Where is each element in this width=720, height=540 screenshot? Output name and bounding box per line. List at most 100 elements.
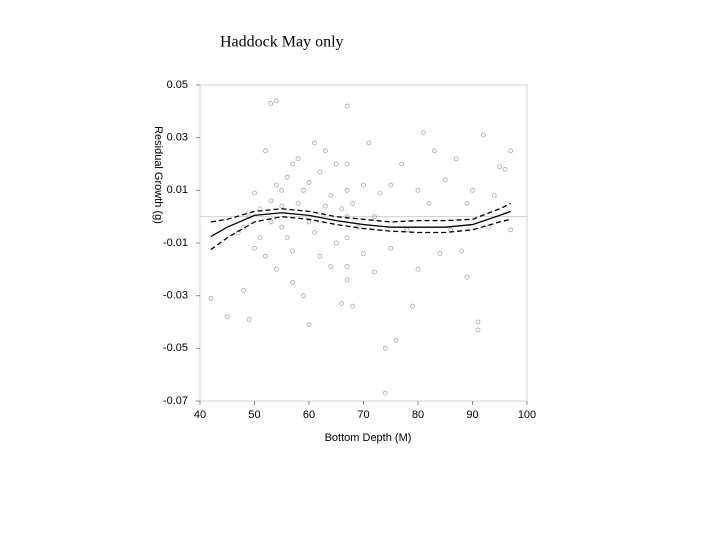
data-point [268, 198, 274, 204]
confidence-band [210, 202, 511, 223]
data-point [470, 187, 475, 193]
fit-line [210, 210, 511, 237]
data-point [290, 280, 296, 285]
data-point [322, 148, 328, 154]
data-point [371, 269, 377, 275]
data-point [382, 390, 388, 396]
data-point [491, 193, 497, 199]
data-point [241, 287, 247, 293]
chart-title: Haddock May only [220, 34, 344, 51]
plot-frame [199, 84, 528, 402]
data-point [333, 240, 339, 246]
data-point [246, 316, 252, 322]
x-tick-label: 60 [303, 409, 315, 421]
data-point [393, 338, 399, 343]
confidence-band [210, 216, 511, 251]
x-tick-label: 70 [357, 409, 369, 421]
x-tick-label: 90 [466, 409, 478, 421]
data-point [322, 203, 328, 209]
data-point [344, 277, 350, 283]
data-point [317, 169, 323, 175]
data-point [475, 327, 481, 333]
y-tick-label: -0.07 [163, 395, 188, 407]
data-point [459, 248, 465, 254]
data-point [475, 319, 481, 325]
y-axis-label: Residual Growth (g) [152, 126, 164, 224]
data-point [306, 322, 312, 328]
data-point [344, 161, 350, 167]
data-point [344, 187, 350, 193]
data-point [399, 161, 405, 167]
data-point [480, 132, 486, 138]
data-point [295, 201, 301, 206]
data-point [252, 245, 257, 251]
data-point [284, 235, 290, 241]
data-point [486, 224, 492, 230]
data-point [268, 101, 274, 106]
data-point [442, 177, 448, 183]
data-point [502, 166, 508, 172]
data-point [224, 314, 230, 320]
data-point [262, 253, 268, 259]
x-tick-label: 50 [248, 409, 260, 421]
data-point [273, 98, 279, 104]
data-point [464, 274, 470, 280]
x-tick-label: 40 [194, 409, 206, 421]
data-point [252, 190, 257, 196]
data-point [328, 193, 334, 199]
data-point [366, 140, 372, 146]
y-tick-label: -0.01 [163, 237, 188, 249]
data-point [388, 245, 394, 251]
data-point [312, 140, 317, 146]
data-point [350, 303, 356, 309]
x-axis-label: Bottom Depth (M) [325, 432, 412, 444]
data-point [301, 187, 306, 193]
data-point [284, 174, 290, 180]
data-point [295, 156, 301, 162]
data-point [410, 303, 415, 309]
data-point [257, 235, 263, 241]
data-point [508, 148, 514, 154]
data-point [290, 248, 296, 254]
data-point [453, 156, 459, 162]
data-point [235, 230, 241, 235]
data-point [301, 293, 306, 299]
data-point [388, 182, 394, 188]
data-point [344, 103, 350, 109]
data-point [306, 219, 312, 225]
data-point [497, 164, 503, 170]
data-point [339, 206, 345, 212]
y-tick-label: 0.05 [167, 79, 188, 91]
data-point [431, 148, 437, 154]
data-point [279, 187, 285, 193]
x-tick-label: 100 [518, 409, 536, 421]
data-point [273, 266, 279, 272]
data-point [344, 214, 350, 220]
data-point [208, 295, 214, 301]
data-point [437, 251, 443, 256]
data-point [339, 301, 345, 306]
data-point [377, 190, 383, 196]
data-point [279, 203, 285, 209]
data-point [464, 201, 470, 206]
x-tick-label: 80 [412, 409, 424, 421]
data-point [317, 253, 323, 259]
y-tick-label: 0.01 [167, 184, 188, 196]
data-point [361, 251, 366, 256]
data-point [262, 148, 268, 154]
data-point [426, 201, 432, 206]
data-point [350, 201, 356, 206]
data-point [328, 264, 334, 270]
data-point [371, 214, 377, 220]
data-point [344, 264, 350, 270]
data-point [382, 345, 388, 351]
data-point [279, 224, 285, 230]
data-point [333, 161, 339, 167]
data-point [273, 182, 279, 188]
data-point [306, 180, 312, 185]
data-point [268, 219, 274, 225]
data-point [290, 161, 296, 167]
data-point [361, 182, 366, 188]
